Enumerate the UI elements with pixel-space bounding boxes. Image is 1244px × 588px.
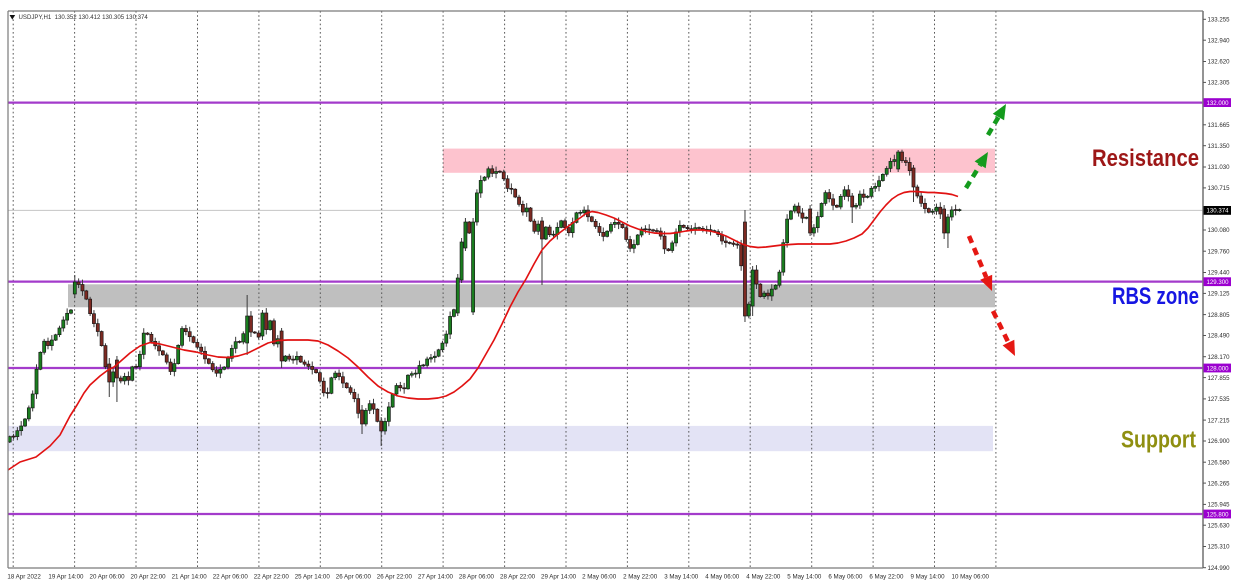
svg-text:129.440: 129.440 [1208,270,1231,277]
svg-text:127.855: 127.855 [1208,375,1231,382]
svg-text:2 May 06:00: 2 May 06:00 [582,574,617,581]
svg-text:4 May 06:00: 4 May 06:00 [705,574,740,581]
svg-text:125.945: 125.945 [1208,502,1231,509]
svg-text:129.300: 129.300 [1207,279,1230,286]
svg-text:128.805: 128.805 [1208,312,1231,319]
svg-text:4 May 22:00: 4 May 22:00 [746,574,781,581]
svg-text:25 Apr 14:00: 25 Apr 14:00 [295,574,331,581]
svg-text:126.900: 126.900 [1208,438,1231,445]
svg-text:130.715: 130.715 [1208,185,1231,192]
svg-text:125.310: 125.310 [1208,544,1231,551]
svg-text:127.535: 127.535 [1208,396,1231,403]
svg-text:132.305: 132.305 [1208,80,1231,87]
svg-text:124.990: 124.990 [1208,565,1231,572]
svg-text:128.000: 128.000 [1207,365,1230,372]
svg-text:128.490: 128.490 [1208,333,1231,340]
svg-text:133.255: 133.255 [1208,17,1231,24]
svg-text:27 Apr 14:00: 27 Apr 14:00 [418,574,454,581]
svg-text:132.940: 132.940 [1208,37,1231,44]
svg-text:2 May 22:00: 2 May 22:00 [623,574,658,581]
svg-text:132.620: 132.620 [1208,59,1231,66]
svg-text:20 Apr 06:00: 20 Apr 06:00 [90,574,126,581]
svg-text:6 May 22:00: 6 May 22:00 [869,574,904,581]
svg-text:132.000: 132.000 [1207,100,1230,107]
svg-text:29 Apr 14:00: 29 Apr 14:00 [541,574,577,581]
svg-text:18 Apr 2022: 18 Apr 2022 [7,574,41,581]
svg-text:20 Apr 22:00: 20 Apr 22:00 [131,574,167,581]
svg-text:28 Apr 06:00: 28 Apr 06:00 [459,574,495,581]
svg-text:128.170: 128.170 [1208,354,1231,361]
svg-text:129.125: 129.125 [1208,291,1231,298]
svg-text:131.030: 131.030 [1208,164,1231,171]
svg-text:131.665: 131.665 [1208,122,1231,129]
svg-text:125.630: 125.630 [1208,522,1231,529]
svg-text:130.080: 130.080 [1208,227,1231,234]
svg-text:129.760: 129.760 [1208,248,1231,255]
svg-text:126.580: 126.580 [1208,459,1231,466]
svg-text:RBS zone: RBS zone [1112,283,1199,310]
svg-text:9 May 14:00: 9 May 14:00 [911,574,946,581]
svg-text:22 Apr 06:00: 22 Apr 06:00 [213,574,249,581]
svg-text:131.350: 131.350 [1208,143,1231,150]
svg-text:19 Apr 14:00: 19 Apr 14:00 [48,574,84,581]
svg-text:Support: Support [1121,427,1196,454]
svg-text:5 May 14:00: 5 May 14:00 [787,574,822,581]
svg-text:127.215: 127.215 [1208,417,1231,424]
svg-text:26 Apr 06:00: 26 Apr 06:00 [336,574,372,581]
svg-text:126.265: 126.265 [1208,480,1231,487]
svg-text:125.800: 125.800 [1207,511,1230,518]
svg-text:21 Apr 14:00: 21 Apr 14:00 [172,574,208,581]
svg-text:22 Apr 22:00: 22 Apr 22:00 [254,574,290,581]
svg-text:26 Apr 22:00: 26 Apr 22:00 [377,574,413,581]
svg-text:6 May 06:00: 6 May 06:00 [828,574,863,581]
svg-text:130.374: 130.374 [1207,208,1230,215]
svg-text:USDJPY,H1 130.352 130.412 130: USDJPY,H1 130.352 130.412 130.305 130.37… [19,14,149,21]
svg-text:Resistance: Resistance [1092,145,1199,172]
svg-text:3 May 14:00: 3 May 14:00 [664,574,699,581]
svg-text:28 Apr 22:00: 28 Apr 22:00 [500,574,536,581]
svg-text:10 May 06:00: 10 May 06:00 [952,574,990,581]
